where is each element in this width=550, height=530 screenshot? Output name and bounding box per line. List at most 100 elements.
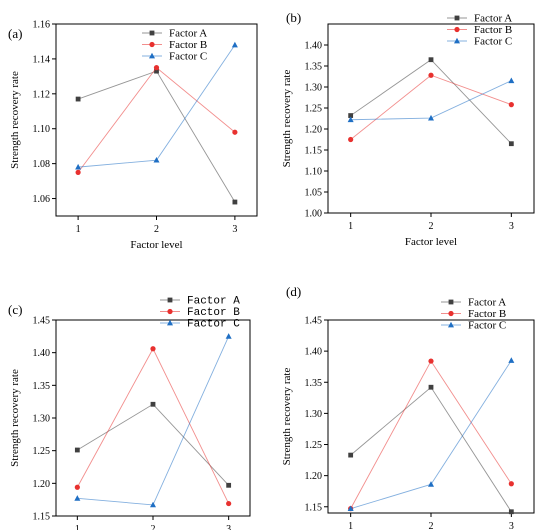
series-factor-a [348, 384, 514, 515]
data-point [150, 346, 156, 352]
y-tick-label: 1.35 [33, 381, 51, 392]
chart-panel-c: (c) 1.15 1.20 1.25 1.30 1.35 1.40 1.45 1 2 3 Factor… [8, 296, 251, 530]
legend-marker [167, 297, 173, 303]
x-tick-label: 1 [348, 521, 353, 530]
y-tick-label: 1.06 [33, 194, 51, 205]
data-point [153, 156, 160, 163]
y-tick-label: 1.10 [305, 167, 323, 178]
data-point [74, 495, 81, 501]
data-point [153, 65, 160, 71]
x-tick-label: 3 [232, 224, 237, 235]
y-tick-label: 1.14 [33, 54, 51, 65]
panel-label: (b) [286, 10, 301, 25]
y-tick-label: 1.10 [33, 124, 51, 135]
data-point [74, 484, 80, 490]
y-tick-label: 1.45 [305, 316, 323, 327]
legend-label: Factor A [187, 296, 240, 308]
data-point [428, 358, 434, 364]
legend-marker [149, 52, 155, 59]
x-tick-label: 1 [76, 224, 81, 235]
data-point [75, 163, 82, 170]
y-tick-label: 1.20 [305, 125, 323, 136]
series-factor-a [348, 57, 514, 147]
legend-label: Factor B [187, 307, 240, 319]
y-tick-label: 1.35 [305, 378, 323, 389]
legend-marker [454, 26, 460, 33]
series-factor-b [75, 65, 238, 175]
legend-marker [167, 308, 173, 315]
y-tick-label: 1.30 [33, 414, 51, 425]
y-tick-label: 1.45 [33, 316, 51, 327]
y-tick-label: 1.25 [305, 104, 323, 115]
x-tick-label: 3 [509, 521, 514, 530]
series-factor-a [75, 68, 238, 205]
data-point [232, 199, 238, 205]
x-tick-label: 2 [151, 524, 156, 530]
data-point [348, 136, 354, 143]
legend-label: Factor B [169, 39, 207, 51]
data-point [428, 114, 434, 121]
panel-label: (c) [8, 302, 22, 317]
series-line [350, 74, 512, 140]
x-tick-label: 1 [348, 221, 353, 232]
legend-label: Factor A [474, 13, 512, 25]
legend-marker [149, 41, 155, 48]
series-line [77, 70, 236, 203]
y-tick-label: 1.15 [33, 512, 51, 523]
data-point [75, 96, 81, 102]
chart-panel-a: (a) 1.06 1.08 1.10 1.12 1.14 1.16 1 2 3 Factor lev… [8, 20, 258, 251]
chart-panel-d: (d) 1.15 1.20 1.25 1.30 1.35 1.40 1.45 1 2 3 Factor… [281, 284, 535, 530]
legend-marker [454, 15, 460, 21]
data-point [428, 481, 434, 487]
data-point [508, 77, 515, 84]
x-tick-label: 2 [429, 221, 434, 232]
data-point [150, 401, 156, 407]
x-tick-label: 2 [429, 521, 434, 530]
legend-label: Factor B [468, 308, 506, 320]
legend-label: Factor C [468, 320, 506, 332]
data-point [508, 509, 514, 515]
y-axis-label: Strength recovery rate [9, 369, 21, 467]
data-point [347, 505, 354, 512]
data-point [74, 447, 80, 453]
data-point [232, 129, 238, 135]
series-line [77, 336, 230, 506]
legend-marker [448, 321, 454, 328]
x-tick-label: 2 [154, 224, 159, 235]
y-tick-label: 1.20 [33, 479, 51, 490]
legend-label: Factor A [169, 28, 207, 40]
legend-marker [167, 319, 173, 326]
y-tick-label: 1.12 [33, 89, 51, 100]
series-factor-b [348, 358, 514, 512]
data-point [428, 57, 434, 63]
series-line [76, 347, 230, 504]
y-tick-label: 1.15 [305, 146, 323, 157]
y-tick-label: 1.16 [33, 20, 51, 31]
series-line [78, 44, 236, 168]
x-tick-label: 3 [509, 221, 514, 232]
legend-label: Factor C [474, 36, 512, 48]
series-line [350, 80, 512, 121]
data-point [347, 116, 354, 123]
data-point [348, 452, 354, 458]
legend-label: Factor A [468, 297, 506, 309]
data-point [225, 333, 232, 339]
data-point [508, 102, 514, 108]
series-line [350, 386, 512, 512]
series-factor-c [74, 333, 232, 508]
data-point [428, 72, 434, 78]
y-tick-label: 1.05 [305, 188, 323, 199]
panel-label: (d) [286, 284, 301, 299]
series-line [77, 66, 236, 173]
y-tick-label: 1.40 [33, 348, 51, 359]
series-factor-c [75, 41, 238, 170]
legend-marker [448, 310, 454, 317]
series-line [350, 59, 512, 145]
x-tick-label: 1 [75, 524, 80, 530]
data-point [231, 41, 238, 48]
data-point [150, 501, 156, 508]
data-point [508, 481, 514, 487]
